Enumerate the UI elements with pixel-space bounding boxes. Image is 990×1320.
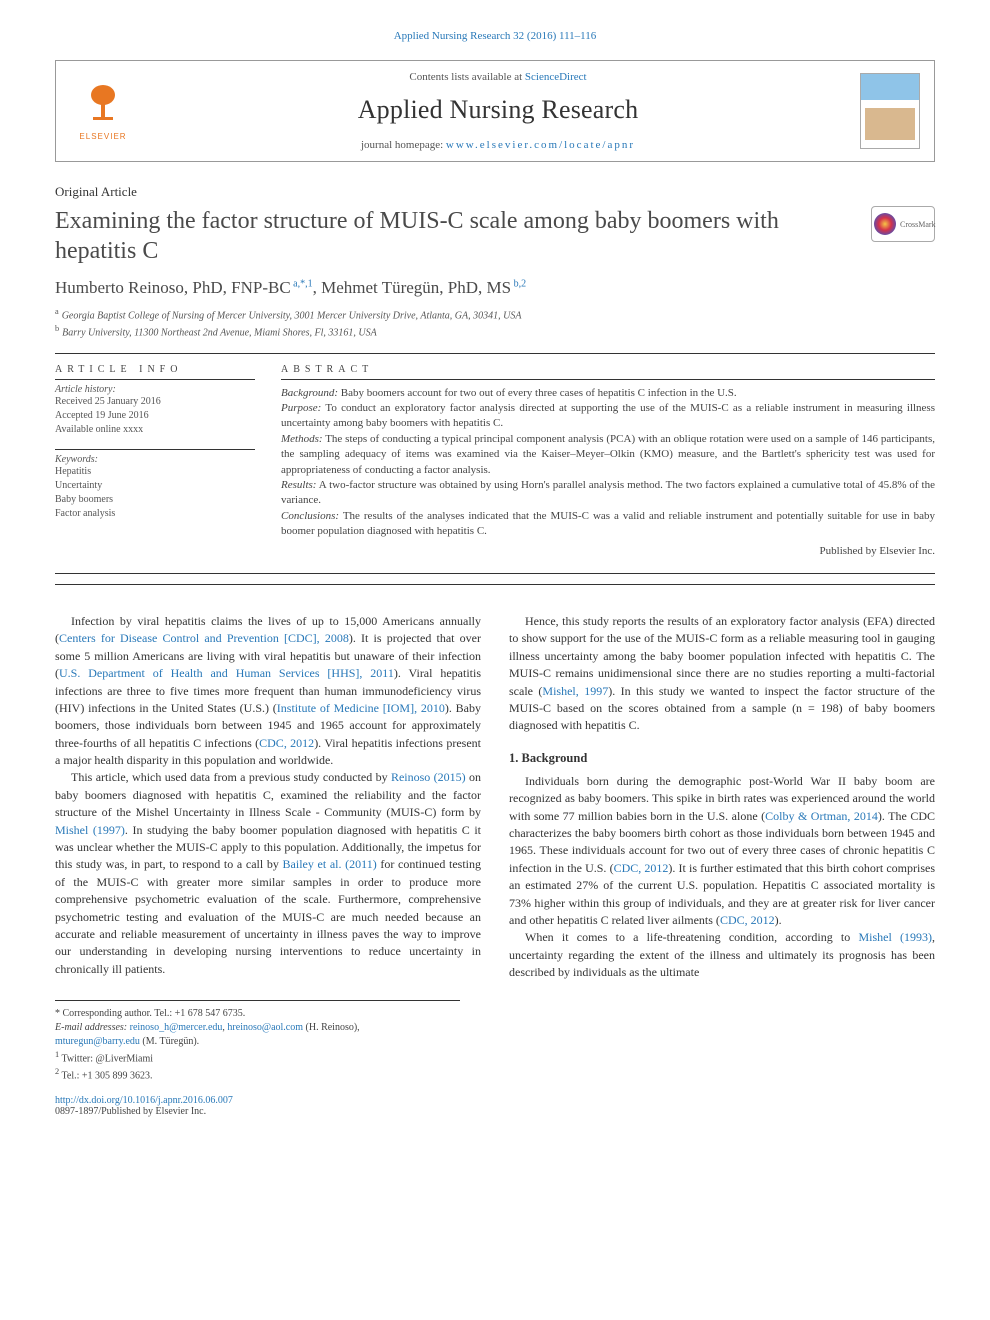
authors: Humberto Reinoso, PhD, FNP-BC a,*,1, Meh… bbox=[55, 278, 935, 298]
journal-citation-link[interactable]: Applied Nursing Research 32 (2016) 111–1… bbox=[394, 30, 597, 42]
footnote-twitter: Twitter: @LiverMiami bbox=[62, 1053, 154, 1064]
keyword: Hepatitis bbox=[55, 465, 255, 479]
sciencedirect-link[interactable]: ScienceDirect bbox=[525, 71, 587, 83]
journal-title: Applied Nursing Research bbox=[136, 95, 860, 125]
footnotes: * Corresponding author. Tel.: +1 678 547… bbox=[55, 1000, 460, 1084]
elsevier-logo[interactable]: ELSEVIER bbox=[70, 74, 136, 148]
affiliations: aGeorgia Baptist College of Nursing of M… bbox=[55, 306, 935, 341]
journal-homepage-link[interactable]: www.elsevier.com/locate/apnr bbox=[446, 139, 635, 151]
footnote-tel: Tel.: +1 305 899 3623. bbox=[62, 1070, 153, 1081]
divider bbox=[55, 584, 935, 585]
accepted-date: Accepted 19 June 2016 bbox=[55, 409, 255, 423]
email-link[interactable]: reinoso_h@mercer.edu bbox=[130, 1022, 223, 1033]
section-heading: 1. Background bbox=[509, 749, 935, 767]
email-link[interactable]: hreinoso@aol.com bbox=[227, 1022, 303, 1033]
online-date: Available online xxxx bbox=[55, 423, 255, 437]
journal-cover-thumb[interactable] bbox=[860, 73, 920, 149]
published-by: Published by Elsevier Inc. bbox=[281, 544, 935, 559]
history-label: Article history: bbox=[55, 384, 255, 395]
journal-citation: Applied Nursing Research 32 (2016) 111–1… bbox=[55, 30, 935, 42]
abstract: ABSTRACT Background: Baby boomers accoun… bbox=[281, 364, 935, 559]
elsevier-wordmark: ELSEVIER bbox=[79, 132, 126, 141]
author1-affil-link[interactable]: a,*,1 bbox=[291, 278, 313, 289]
ref-link[interactable]: CDC, 2012 bbox=[259, 736, 314, 750]
corresponding-author: * Corresponding author. Tel.: +1 678 547… bbox=[55, 1007, 460, 1021]
ref-link[interactable]: Bailey et al. (2011) bbox=[283, 857, 377, 871]
keyword: Uncertainty bbox=[55, 479, 255, 493]
ref-link[interactable]: CDC, 2012 bbox=[614, 861, 669, 875]
divider bbox=[55, 573, 935, 574]
ref-link[interactable]: Mishel, 1997 bbox=[542, 684, 608, 698]
journal-homepage: journal homepage: www.elsevier.com/locat… bbox=[136, 139, 860, 151]
abstract-heading: ABSTRACT bbox=[281, 364, 935, 375]
article-type: Original Article bbox=[55, 184, 935, 200]
ref-link[interactable]: Institute of Medicine [IOM], 2010 bbox=[277, 701, 445, 715]
article-title: Examining the factor structure of MUIS-C… bbox=[55, 206, 871, 266]
ref-link[interactable]: Reinoso (2015) bbox=[391, 770, 466, 784]
journal-header: ELSEVIER Contents lists available at Sci… bbox=[55, 60, 935, 162]
keywords-label: Keywords: bbox=[55, 454, 255, 465]
crossmark-icon bbox=[874, 213, 896, 235]
divider bbox=[55, 353, 935, 354]
article-info: ARTICLE INFO Article history: Received 2… bbox=[55, 364, 255, 559]
ref-link[interactable]: CDC, 2012 bbox=[720, 913, 775, 927]
contents-list-line: Contents lists available at ScienceDirec… bbox=[136, 71, 860, 83]
crossmark-label: CrossMark bbox=[900, 220, 936, 229]
ref-link[interactable]: Mishel (1997) bbox=[55, 823, 125, 837]
article-info-heading: ARTICLE INFO bbox=[55, 364, 255, 375]
issn-line: 0897-1897/Published by Elsevier Inc. bbox=[55, 1106, 935, 1117]
ref-link[interactable]: U.S. Department of Health and Human Serv… bbox=[59, 666, 394, 680]
doi-block: http://dx.doi.org/10.1016/j.apnr.2016.06… bbox=[55, 1095, 935, 1117]
ref-link[interactable]: Mishel (1993) bbox=[858, 930, 932, 944]
ref-link[interactable]: Colby & Ortman, 2014 bbox=[765, 809, 878, 823]
received-date: Received 25 January 2016 bbox=[55, 395, 255, 409]
keyword: Factor analysis bbox=[55, 507, 255, 521]
crossmark-badge[interactable]: CrossMark bbox=[871, 206, 935, 242]
doi-link[interactable]: http://dx.doi.org/10.1016/j.apnr.2016.06… bbox=[55, 1095, 233, 1106]
article-body: Infection by viral hepatitis claims the … bbox=[55, 613, 935, 982]
elsevier-tree-icon bbox=[81, 81, 125, 132]
email-link[interactable]: mturegun@barry.edu bbox=[55, 1036, 140, 1047]
author2-affil-link[interactable]: b,2 bbox=[511, 278, 526, 289]
keyword: Baby boomers bbox=[55, 493, 255, 507]
ref-link[interactable]: Centers for Disease Control and Preventi… bbox=[59, 631, 349, 645]
